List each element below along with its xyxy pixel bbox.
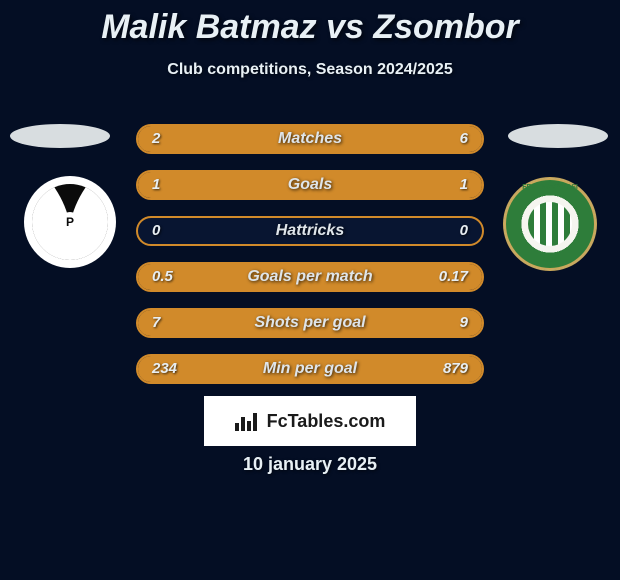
stat-row: 234879Min per goal	[136, 354, 484, 384]
stat-label: Goals per match	[138, 264, 482, 290]
stat-row: 00Hattricks	[136, 216, 484, 246]
crest-right-bottom-text: 1899	[504, 257, 596, 264]
player-left-placeholder	[10, 124, 110, 148]
crest-left-inner: P	[32, 184, 108, 260]
stat-row: 79Shots per goal	[136, 308, 484, 338]
page-title: Malik Batmaz vs Zsombor	[0, 0, 620, 47]
infographic-root: Malik Batmaz vs Zsombor Club competition…	[0, 0, 620, 580]
stat-label: Shots per goal	[138, 310, 482, 336]
brand-badge[interactable]: FcTables.com	[204, 396, 416, 446]
stat-row: 11Goals	[136, 170, 484, 200]
date-text: 10 january 2025	[0, 454, 620, 475]
stat-row: 26Matches	[136, 124, 484, 154]
club-crest-right: FERENCVÁROSI 1899	[504, 178, 596, 270]
stat-label: Goals	[138, 172, 482, 198]
crest-right-top-text: FERENCVÁROSI	[504, 184, 596, 191]
stat-label: Hattricks	[138, 218, 482, 244]
player-right-placeholder	[508, 124, 608, 148]
crest-left-letter: P	[60, 212, 80, 232]
stat-label: Min per goal	[138, 356, 482, 382]
stat-label: Matches	[138, 126, 482, 152]
subtitle: Club competitions, Season 2024/2025	[0, 61, 620, 79]
crest-right-stripes	[528, 202, 572, 246]
brand-text: FcTables.com	[267, 411, 386, 432]
chart-icon	[235, 411, 259, 431]
stat-row: 0.50.17Goals per match	[136, 262, 484, 292]
club-crest-left: P	[24, 176, 116, 268]
stats-column: 26Matches 11Goals 00Hattricks 0.50.17Goals …	[136, 124, 484, 400]
